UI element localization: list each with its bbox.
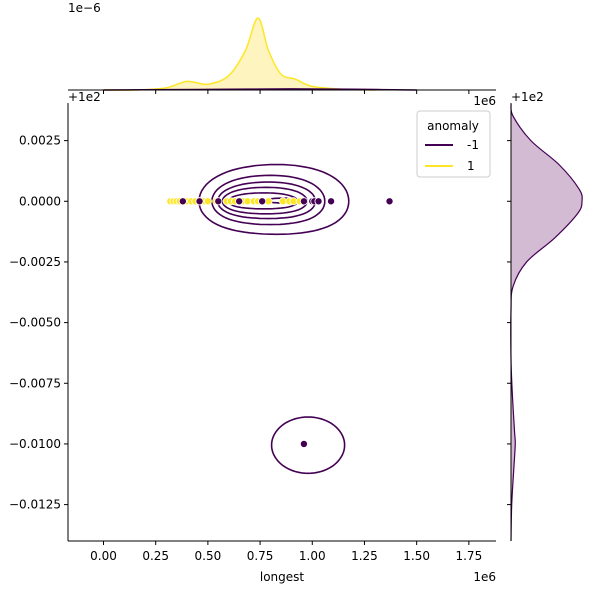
y-tick-label-5: −0.0100 xyxy=(9,437,61,451)
x-tick-label-0: 0.00 xyxy=(90,549,117,563)
main-plot: 0.00 0.25 0.50 0.75 1.00 1.25 1.50 1.75 0.0025 0… xyxy=(9,90,511,584)
x-tick-label-3: 0.75 xyxy=(247,549,274,563)
right-marginal-curve xyxy=(510,104,583,542)
top-marginal-plot: 1e−6 xyxy=(68,1,496,91)
legend-label-neg1: -1 xyxy=(467,138,479,152)
point-series-neg1-10 xyxy=(385,197,394,206)
legend-label-pos1: 1 xyxy=(467,159,475,173)
legend-title: anomaly xyxy=(427,119,479,133)
point-series-neg1-4 xyxy=(258,197,267,206)
right-marginal-offset-label: +1e2 xyxy=(511,90,544,104)
top-x-offset-label: 1e6 xyxy=(473,94,496,108)
point-series-neg1-3 xyxy=(235,197,244,206)
y-offset-label: +1e2 xyxy=(68,90,101,104)
y-tick-label-1: 0.0000 xyxy=(19,194,61,208)
legend-box xyxy=(416,110,491,178)
point-series-neg1-5 xyxy=(299,197,308,206)
top-marginal-curve-pos1 xyxy=(103,17,375,91)
legend: anomaly -1 1 xyxy=(416,110,491,178)
x-tick-label-2: 0.50 xyxy=(195,549,222,563)
top-marginal-offset-label: 1e−6 xyxy=(68,1,101,15)
point-series-neg1-8 xyxy=(314,197,323,206)
y-tick-label-6: −0.0125 xyxy=(9,498,61,512)
point-series-neg1-2 xyxy=(214,197,223,206)
point-series-neg1-11 xyxy=(299,439,308,448)
density-contour-1 xyxy=(211,174,326,226)
right-marginal-plot: +1e2 xyxy=(510,90,583,542)
x-tick-label-5: 1.25 xyxy=(351,549,378,563)
right-marginal-fill xyxy=(510,104,583,542)
top-marginal-fill-pos1 xyxy=(103,18,375,91)
density-contour-3 xyxy=(221,186,308,215)
y-tick-label-0: 0.0025 xyxy=(19,134,61,148)
y-tick-label-3: −0.0050 xyxy=(9,316,61,330)
x-tick-label-7: 1.75 xyxy=(455,549,482,563)
y-tick-label-2: −0.0025 xyxy=(9,255,61,269)
x-tick-label-4: 1.00 xyxy=(299,549,326,563)
density-contour-6 xyxy=(270,416,346,475)
x-axis-label: longest xyxy=(260,570,305,584)
point-series-neg1-0 xyxy=(178,197,187,206)
point-series-neg1-1 xyxy=(195,197,204,206)
x-tick-label-6: 1.50 xyxy=(403,549,430,563)
point-series-pos1-9 xyxy=(203,197,212,206)
point-series-neg1-9 xyxy=(327,197,336,206)
x-offset-label: 1e6 xyxy=(473,570,496,584)
y-tick-label-4: −0.0075 xyxy=(9,376,61,390)
x-tick-label-1: 0.25 xyxy=(142,549,169,563)
